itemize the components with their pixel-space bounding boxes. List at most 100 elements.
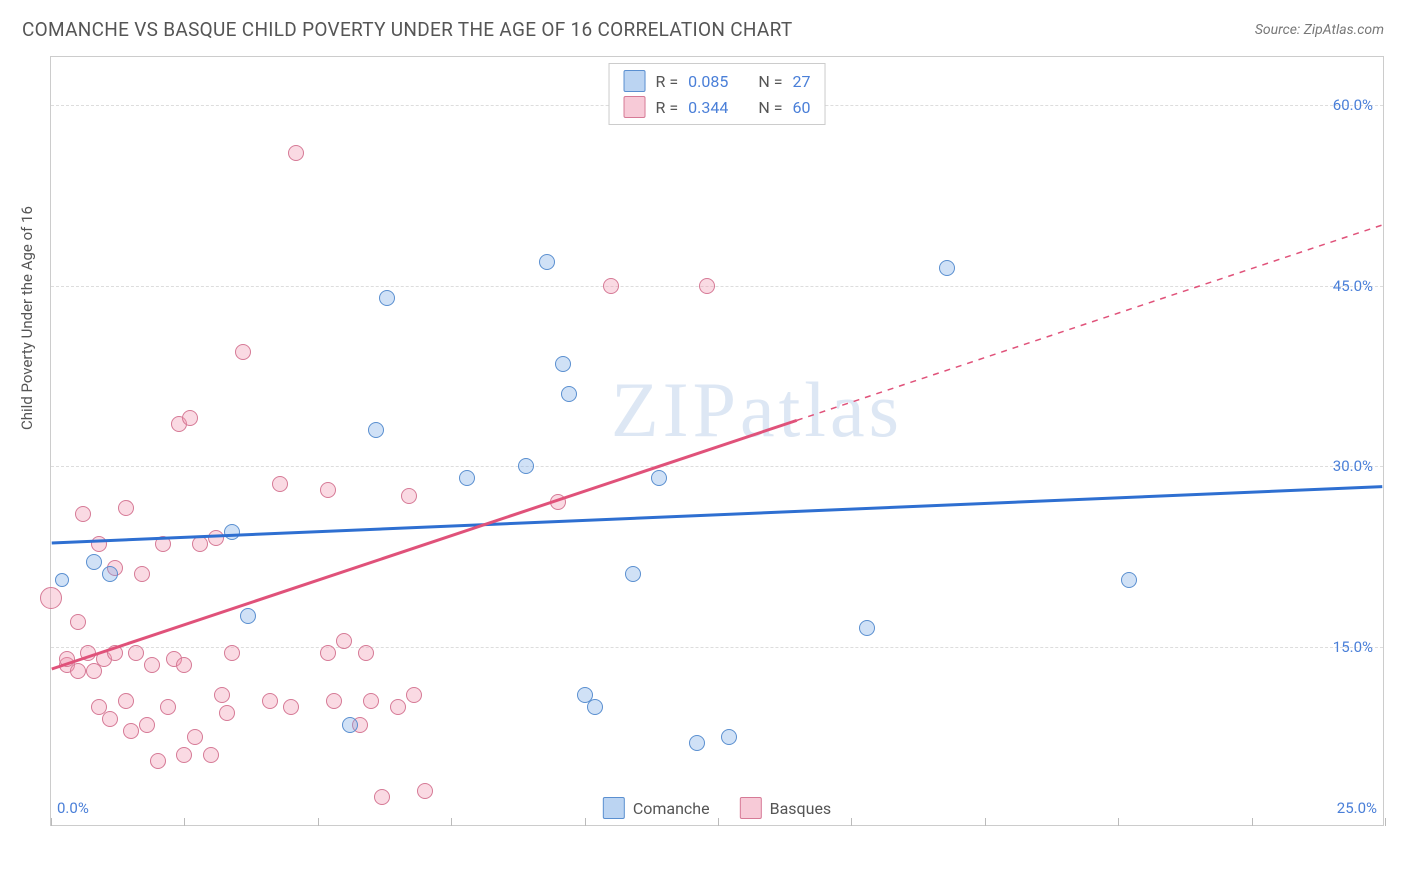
data-point-basques [91, 536, 107, 552]
data-point-comanche [1121, 572, 1137, 588]
data-point-basques [192, 536, 208, 552]
data-point-comanche [939, 260, 955, 276]
x-tick [851, 818, 852, 826]
data-point-basques [417, 783, 433, 799]
data-point-basques [401, 488, 417, 504]
data-point-basques [283, 699, 299, 715]
data-point-basques [235, 344, 251, 360]
data-point-basques [336, 633, 352, 649]
data-point-basques [219, 705, 235, 721]
data-point-comanche [102, 566, 118, 582]
x-axis-min-label: 0.0% [57, 799, 89, 817]
data-point-basques [224, 645, 240, 661]
x-tick [51, 818, 52, 826]
data-point-comanche [342, 717, 358, 733]
data-point-basques [358, 645, 374, 661]
x-tick [985, 818, 986, 826]
y-gridline [51, 286, 1383, 287]
chart-header: COMANCHE VS BASQUE CHILD POVERTY UNDER T… [0, 0, 1406, 51]
data-point-basques [139, 717, 155, 733]
swatch-blue-icon [624, 70, 646, 92]
data-point-basques [182, 410, 198, 426]
data-point-comanche [561, 386, 577, 402]
data-point-basques [107, 645, 123, 661]
data-point-basques [326, 693, 342, 709]
data-point-basques [176, 747, 192, 763]
swatch-pink-icon [740, 797, 762, 819]
x-tick [318, 818, 319, 826]
data-point-comanche [240, 608, 256, 624]
y-tick-label: 30.0% [1333, 457, 1373, 475]
data-point-basques [208, 530, 224, 546]
y-tick-label: 60.0% [1333, 96, 1373, 114]
x-tick [1385, 818, 1386, 826]
data-point-basques [390, 699, 406, 715]
data-point-comanche [555, 356, 571, 372]
data-point-basques [214, 687, 230, 703]
x-tick [1252, 818, 1253, 826]
data-point-basques [70, 614, 86, 630]
data-point-comanche [224, 524, 240, 540]
y-gridline [51, 466, 1383, 467]
legend-row-basques: R = 0.344 N = 60 [624, 94, 811, 120]
legend-row-comanche: R = 0.085 N = 27 [624, 68, 811, 94]
trendlines-svg [51, 57, 1383, 825]
source-attribution: Source: ZipAtlas.com [1255, 22, 1384, 38]
x-axis-max-label: 25.0% [1337, 799, 1377, 817]
chart-plot-area: ZIPatlas R = 0.085 N = 27 R = 0.344 N = … [50, 56, 1384, 826]
data-point-basques [406, 687, 422, 703]
data-point-basques [150, 753, 166, 769]
data-point-comanche [55, 573, 69, 587]
data-point-basques [155, 536, 171, 552]
data-point-basques [160, 699, 176, 715]
data-point-basques [118, 500, 134, 516]
data-point-comanche [368, 422, 384, 438]
data-point-basques [123, 723, 139, 739]
data-point-comanche [721, 729, 737, 745]
correlation-legend: R = 0.085 N = 27 R = 0.344 N = 60 [609, 63, 826, 125]
data-point-comanche [379, 290, 395, 306]
data-point-comanche [689, 735, 705, 751]
legend-item-basques: Basques [740, 797, 832, 819]
data-point-basques [70, 663, 86, 679]
data-point-basques [550, 494, 566, 510]
data-point-basques [128, 645, 144, 661]
y-tick-label: 45.0% [1333, 277, 1373, 295]
x-tick [451, 818, 452, 826]
data-point-basques [272, 476, 288, 492]
data-point-basques [288, 145, 304, 161]
y-axis-title: Child Poverty Under the Age of 16 [18, 206, 36, 430]
data-point-basques [203, 747, 219, 763]
legend-item-comanche: Comanche [603, 797, 710, 819]
data-point-comanche [859, 620, 875, 636]
data-point-basques [134, 566, 150, 582]
data-point-comanche [539, 254, 555, 270]
swatch-blue-icon [603, 797, 625, 819]
y-gridline [51, 647, 1383, 648]
x-tick [1118, 818, 1119, 826]
y-tick-label: 15.0% [1333, 638, 1373, 656]
data-point-basques [603, 278, 619, 294]
data-point-comanche [587, 699, 603, 715]
data-point-basques [144, 657, 160, 673]
data-point-basques [374, 789, 390, 805]
data-point-basques [320, 482, 336, 498]
data-point-basques [187, 729, 203, 745]
data-point-basques [363, 693, 379, 709]
data-point-basques [176, 657, 192, 673]
data-point-comanche [651, 470, 667, 486]
chart-title: COMANCHE VS BASQUE CHILD POVERTY UNDER T… [22, 18, 793, 41]
data-point-basques [75, 506, 91, 522]
data-point-comanche [518, 458, 534, 474]
data-point-comanche [86, 554, 102, 570]
data-point-basques [262, 693, 278, 709]
data-point-basques [699, 278, 715, 294]
data-point-comanche [459, 470, 475, 486]
watermark-text: ZIPatlas [611, 365, 903, 455]
x-tick [184, 818, 185, 826]
data-point-basques [40, 587, 62, 609]
data-point-basques [80, 645, 96, 661]
data-point-comanche [625, 566, 641, 582]
data-point-basques [118, 693, 134, 709]
x-tick [718, 818, 719, 826]
